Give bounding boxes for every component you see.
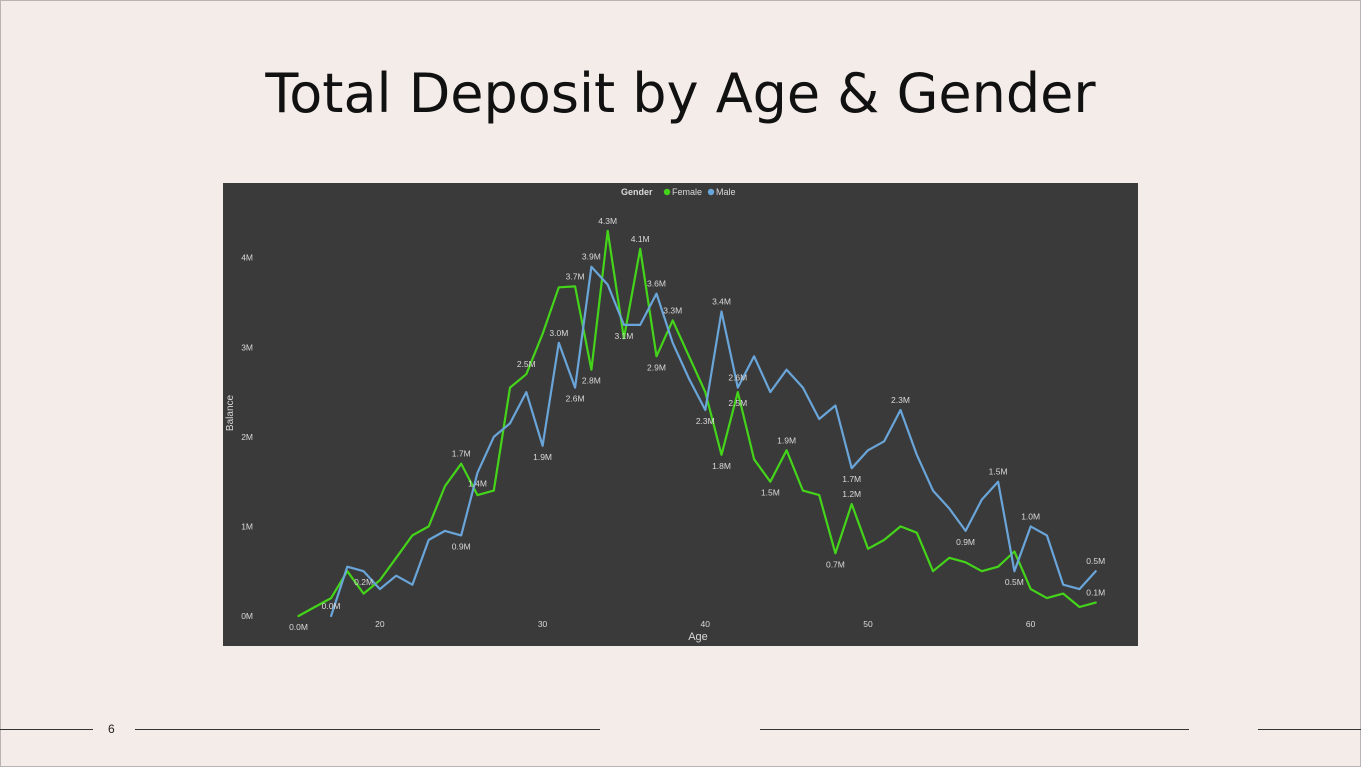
line-chart[interactable]: Gender Female Male 0M 1M 2M 3M 4M 20 30 40 50 60 Age B… — [223, 183, 1138, 646]
footer-line-right — [1258, 729, 1361, 730]
data-label-male: 2.6M — [566, 394, 585, 404]
data-label-female: 2.5M — [728, 398, 747, 408]
data-label-female: 2.8M — [582, 376, 601, 386]
x-tick-label: 60 — [1026, 619, 1036, 629]
data-label-male: 0.9M — [956, 537, 975, 547]
data-label-male: 1.9M — [533, 452, 552, 462]
y-tick-label: 3M — [241, 342, 253, 352]
data-label-male: 0.0M — [322, 601, 341, 611]
legend-marker-male[interactable] — [707, 188, 715, 196]
x-tick-label: 40 — [701, 619, 711, 629]
data-label-male: 3.0M — [549, 328, 568, 338]
series-line-male[interactable] — [329, 265, 1097, 618]
y-tick-label: 2M — [241, 432, 253, 442]
data-label-female: 4.1M — [631, 234, 650, 244]
data-label-male: 0.9M — [452, 541, 471, 551]
legend-label-female[interactable]: Female — [672, 187, 702, 197]
y-tick-label: 1M — [241, 521, 253, 531]
slide-title: Total Deposit by Age & Gender — [265, 62, 1096, 125]
x-tick-label: 20 — [375, 619, 385, 629]
footer-line-center-right — [760, 729, 1189, 730]
data-label-male: 1.7M — [842, 474, 861, 484]
y-tick-label: 0M — [241, 611, 253, 621]
data-label-female: 4.3M — [598, 216, 617, 226]
data-label-male: 2.6M — [728, 373, 747, 383]
data-label-male: 3.1M — [614, 331, 633, 341]
footer-line-center-left — [135, 729, 600, 730]
x-tick-label: 50 — [863, 619, 873, 629]
data-label-male: 1.0M — [1021, 511, 1040, 521]
data-label-male: 3.6M — [647, 279, 666, 289]
legend-title: Gender — [621, 187, 653, 197]
data-label-female: 1.8M — [712, 461, 731, 471]
data-label-male: 2.3M — [696, 416, 715, 426]
x-axis-title: Age — [688, 631, 708, 643]
x-tick-label: 30 — [538, 619, 548, 629]
y-tick-label: 4M — [241, 253, 253, 263]
data-label-female: 1.9M — [777, 435, 796, 445]
footer-line-left — [0, 729, 93, 730]
legend-marker-female[interactable] — [663, 188, 671, 196]
data-label-male: 0.5M — [1086, 556, 1105, 566]
data-label-female: 1.5M — [761, 488, 780, 498]
data-label-male: 0.2M — [354, 577, 373, 587]
data-label-female: 0.1M — [1086, 588, 1105, 598]
data-label-female: 3.3M — [663, 305, 682, 315]
data-label-male: 3.9M — [582, 252, 601, 262]
data-label-male: 1.4M — [468, 479, 487, 489]
data-label-female: 0.7M — [826, 559, 845, 569]
data-label-female: 1.7M — [452, 449, 471, 459]
legend-label-male[interactable]: Male — [716, 187, 736, 197]
data-label-male: 0.5M — [1005, 577, 1024, 587]
data-label-female: 2.5M — [517, 359, 536, 369]
page-number: 6 — [108, 722, 115, 736]
chart-container[interactable]: Gender Female Male 0M 1M 2M 3M 4M 20 30 40 50 60 Age B… — [223, 183, 1138, 646]
series-line-female[interactable] — [297, 229, 1097, 618]
y-axis-title: Balance — [225, 394, 236, 431]
data-label-male: 2.3M — [891, 395, 910, 405]
data-label-female: 2.9M — [647, 362, 666, 372]
data-label-female: 3.7M — [566, 271, 585, 281]
data-label-male: 1.5M — [989, 467, 1008, 477]
data-label-male: 3.4M — [712, 296, 731, 306]
data-label-female: 1.2M — [842, 489, 861, 499]
data-label-female: 0.0M — [289, 622, 308, 632]
